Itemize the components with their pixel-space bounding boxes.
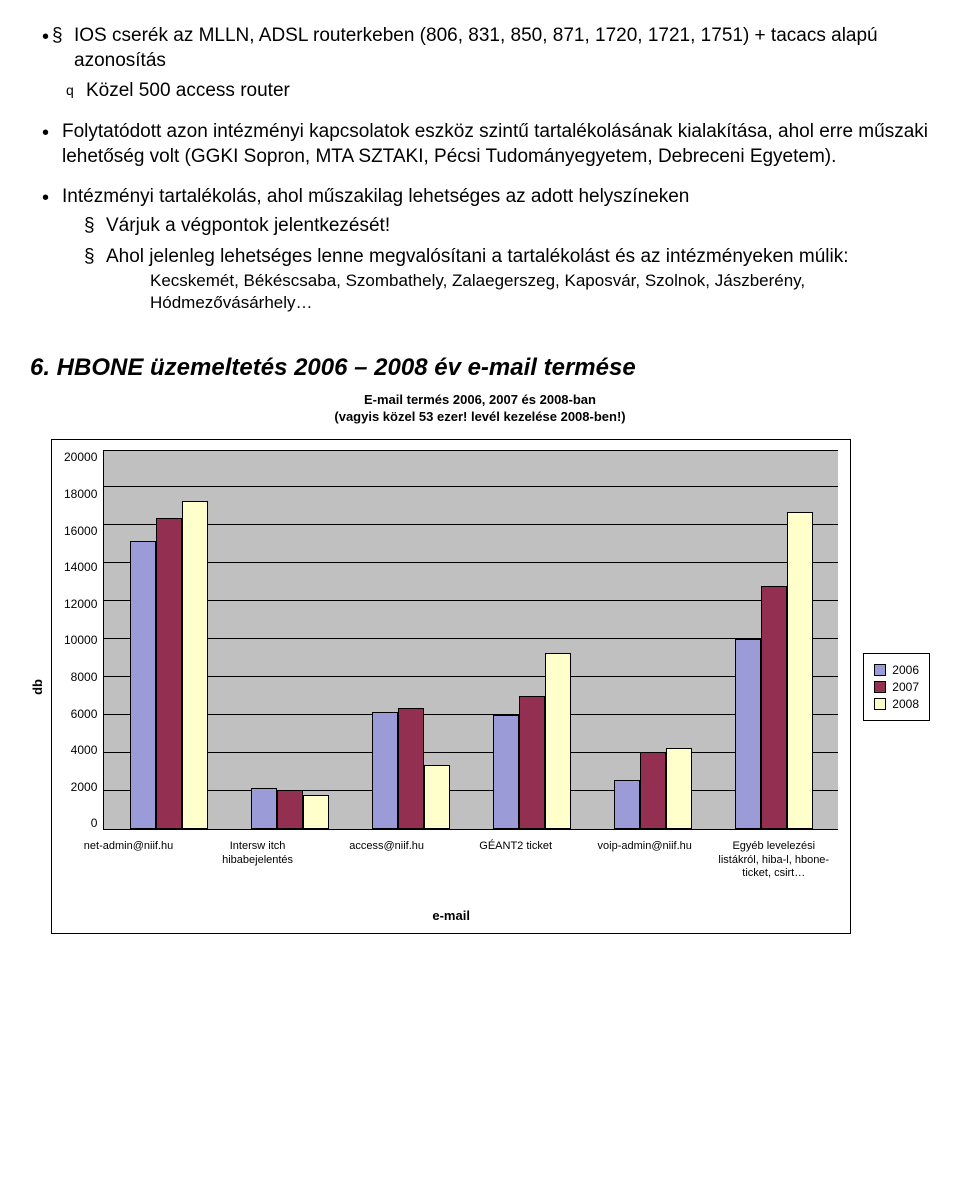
bar-2008 — [424, 765, 450, 830]
y-tick: 18000 — [64, 487, 97, 501]
legend-2006: 2006 — [874, 663, 919, 677]
li3-sec1: Várjuk a végpontok jelentkezését! — [62, 214, 930, 239]
legend-2007: 2007 — [874, 680, 919, 694]
content-top-fragment: IOS cserék az MLLN, ADSL routerkeben (80… — [30, 24, 930, 104]
y-tick: 12000 — [64, 597, 97, 611]
y-tick: 16000 — [64, 524, 97, 538]
x-label: net-admin@niif.hu — [64, 840, 193, 880]
bar-2008 — [545, 653, 571, 830]
bar-2006 — [251, 788, 277, 830]
y-tick: 0 — [91, 816, 98, 830]
li1-sec1: IOS cserék az MLLN, ADSL routerkeben (80… — [30, 24, 930, 73]
x-labels: net-admin@niif.huIntersw itch hibabejele… — [64, 840, 838, 880]
y-tick: 6000 — [71, 707, 98, 721]
x-label: Intersw itch hibabejelentés — [193, 840, 322, 880]
bar-2008 — [303, 795, 329, 829]
bar-2007 — [156, 518, 182, 830]
bar-2006 — [614, 780, 640, 829]
bar-2007 — [277, 790, 303, 830]
plot-area — [103, 450, 838, 830]
bar-group — [372, 708, 450, 830]
y-tick: 8000 — [71, 670, 98, 684]
bar-2006 — [735, 639, 761, 829]
li3-sec2: Ahol jelenleg lehetséges lenne megvalósí… — [62, 245, 930, 314]
x-axis-label: e-mail — [64, 908, 838, 923]
legend: 2006 2007 2008 — [863, 653, 930, 721]
section-title: 6. HBONE üzemeltetés 2006 – 2008 év e-ma… — [30, 354, 930, 382]
y-ticks: 2000018000160001400012000100008000600040… — [64, 450, 103, 830]
bar-group — [614, 748, 692, 830]
email-chart: E-mail termés 2006, 2007 és 2008-ban (va… — [30, 392, 930, 934]
x-label: voip-admin@niif.hu — [580, 840, 709, 880]
legend-2008: 2008 — [874, 697, 919, 711]
y-tick: 2000 — [71, 780, 98, 794]
bar-group — [251, 788, 329, 830]
y-tick: 10000 — [64, 633, 97, 647]
li2: Folytatódott azon intézményi kapcsolatok… — [30, 120, 930, 169]
bar-2008 — [666, 748, 692, 830]
y-tick: 4000 — [71, 743, 98, 757]
bar-2008 — [787, 512, 813, 829]
bar-group — [493, 653, 571, 830]
bar-group — [130, 501, 208, 830]
bar-2006 — [493, 715, 519, 829]
bar-2007 — [519, 696, 545, 829]
y-tick: 14000 — [64, 560, 97, 574]
bar-2008 — [182, 501, 208, 830]
li3-deep: Kecskemét, Békéscsaba, Szombathely, Zala… — [106, 270, 930, 314]
y-axis-label: db — [30, 679, 45, 695]
content-list: Folytatódott azon intézményi kapcsolatok… — [30, 120, 930, 314]
x-label: Egyéb levelezési listákról, hiba-l, hbon… — [709, 840, 838, 880]
bar-2006 — [130, 541, 156, 830]
y-tick: 20000 — [64, 450, 97, 464]
chart-frame: 2000018000160001400012000100008000600040… — [51, 439, 851, 934]
x-label: access@niif.hu — [322, 840, 451, 880]
bars-layer — [104, 450, 838, 829]
li1-q1: Közel 500 access router — [30, 79, 930, 104]
bar-2007 — [761, 586, 787, 829]
bar-group — [735, 512, 813, 829]
bar-2007 — [640, 752, 666, 830]
chart-title: E-mail termés 2006, 2007 és 2008-ban (va… — [30, 392, 930, 426]
x-label: GÉANT2 ticket — [451, 840, 580, 880]
bar-2007 — [398, 708, 424, 830]
li3: Intézményi tartalékolás, ahol műszakilag… — [30, 185, 930, 313]
bar-2006 — [372, 712, 398, 830]
